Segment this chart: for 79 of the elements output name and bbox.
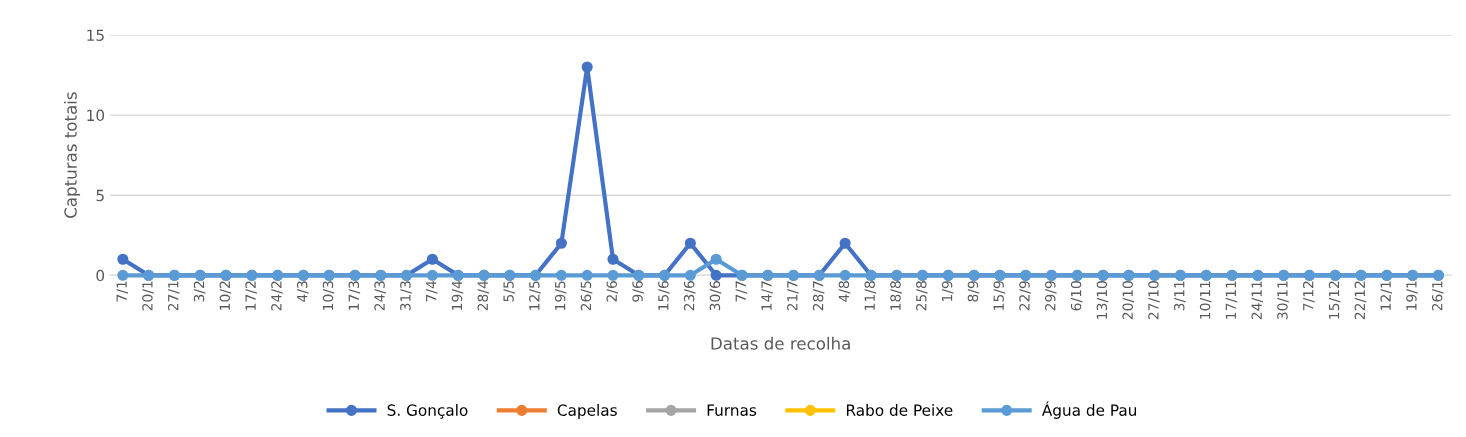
point: [117, 253, 129, 265]
x-tick-label: 22/9: [1019, 281, 1031, 311]
x-tick-label: 15/6: [658, 281, 670, 310]
x-tick-label: 30/6: [709, 281, 722, 311]
x-tick-label: 3/2: [193, 281, 206, 302]
point: [426, 269, 438, 281]
x-tick-label: 19/4: [451, 280, 464, 310]
x-tick-label: 21/7: [787, 281, 799, 311]
point: [581, 269, 593, 281]
x-tick-label: 24/11: [1251, 281, 1263, 320]
point: [607, 269, 619, 281]
x-tick-label: 15/9: [993, 281, 1006, 310]
x-tick-label: 27/10: [1148, 281, 1160, 320]
x-tick-label: 12/1: [1380, 281, 1392, 310]
point: [117, 269, 129, 281]
point: [710, 269, 722, 281]
x-tick-label: 17/3: [348, 281, 361, 310]
x-tick-label: 20/10: [1122, 281, 1135, 320]
x-tick-label: 7/12: [1302, 281, 1315, 311]
point: [581, 61, 593, 73]
point: [607, 253, 619, 265]
point: [555, 269, 567, 281]
point: [555, 237, 567, 249]
legend-label: Água de Pau: [1041, 401, 1137, 419]
point: [839, 269, 851, 281]
x-tick-label: 31/3: [400, 281, 412, 311]
x-tick-label: 26/5: [580, 281, 593, 311]
x-tick-label: 2/6: [606, 281, 619, 302]
x-tick-label: 11/8: [864, 281, 877, 310]
x-tick-label: 26/1: [1431, 281, 1444, 311]
x-tick-label: 19/1: [1406, 281, 1418, 310]
x-tick-label: 9/6: [632, 281, 644, 302]
x-axis-title: Datas de recolha: [711, 336, 850, 350]
y-tick-label: 0: [96, 269, 105, 282]
x-tick-label: 23/6: [683, 281, 696, 311]
x-tick-label: 10/11: [1199, 281, 1212, 319]
x-tick-label: 12/5: [529, 281, 541, 310]
x-tick-label: 14/7: [761, 281, 773, 310]
y-tick-label: 10: [87, 109, 105, 122]
x-tick-label: 28/7: [812, 281, 825, 311]
x-tick-label: 7/4: [426, 280, 438, 302]
legend-label: Rabo de Peixe: [846, 404, 953, 416]
legend-label: Capelas: [557, 404, 617, 419]
y-tick-label: 15: [87, 29, 104, 41]
x-tick-label: 1/9: [941, 281, 954, 301]
x-tick-label: 22/12: [1354, 281, 1367, 320]
legend-label: Furnas: [707, 404, 757, 416]
x-tick-label: 25/8: [916, 281, 928, 311]
x-tick-label: 7/7: [735, 281, 748, 302]
x-tick-label: 13/10: [1096, 281, 1109, 319]
x-tick-label: 4/3: [296, 281, 309, 302]
y-tick-label: 5: [96, 189, 104, 202]
x-tick-label: 24/3: [374, 281, 386, 311]
legend-label: S. Gonçalo: [387, 404, 468, 419]
x-tick-label: 10/3: [322, 281, 335, 310]
x-tick-label: 18/8: [890, 281, 902, 310]
point: [426, 253, 438, 265]
point: [839, 237, 851, 249]
point: [684, 269, 696, 281]
x-tick-label: 30/11: [1277, 281, 1289, 320]
x-tick-label: 20/1: [142, 281, 154, 311]
x-tick-label: 19/5: [554, 281, 567, 310]
x-tick-label: 7/1: [116, 281, 128, 302]
point: [684, 237, 696, 249]
x-tick-label: 6/10: [1070, 281, 1083, 311]
x-tick-label: 28/4: [477, 280, 490, 311]
x-tick-label: 17/2: [245, 281, 257, 310]
x-tick-label: 5/5: [503, 281, 515, 302]
x-tick-label: 10/2: [219, 281, 232, 310]
x-tick-label: 8/9: [967, 281, 980, 302]
x-tick-label: 15/12: [1328, 281, 1341, 319]
point: [710, 253, 722, 265]
x-tick-label: 29/9: [1045, 281, 1057, 311]
x-tick-label: 3/11: [1174, 281, 1186, 311]
x-tick-label: 27/1: [167, 281, 180, 311]
x-tick-label: 24/2: [271, 281, 283, 311]
y-axis-title: Capturas totais: [63, 92, 81, 218]
x-tick-label: 17/11: [1225, 281, 1238, 319]
x-tick-label: 4/8: [838, 281, 851, 302]
